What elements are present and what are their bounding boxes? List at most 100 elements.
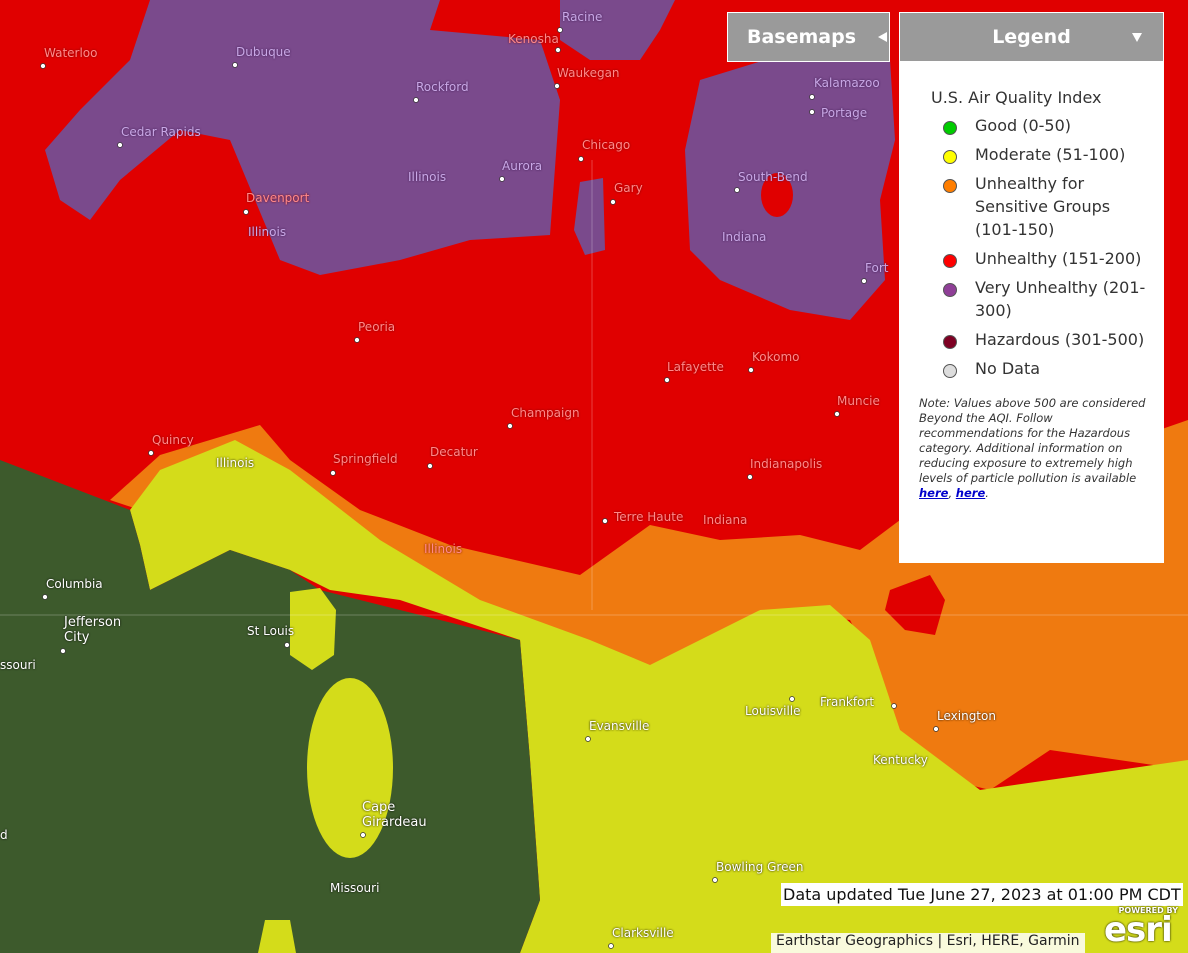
place-label: Columbia <box>46 577 103 591</box>
place-dot <box>413 97 419 103</box>
place-label: Fort <box>865 261 889 275</box>
place-label: Davenport <box>246 191 310 205</box>
place-label: Aurora <box>502 159 543 173</box>
place-label: Kalamazoo <box>814 76 880 90</box>
unhealthy-area <box>761 173 793 217</box>
basemaps-label: Basemaps <box>747 26 857 48</box>
place-label: Cedar Rapids <box>121 125 201 139</box>
legend-swatch <box>943 179 957 193</box>
place-label: Chicago <box>582 138 631 152</box>
place-label: Illinois <box>248 225 287 239</box>
collapse-icon <box>878 32 888 42</box>
place-dot <box>809 109 815 115</box>
legend-item-label: No Data <box>975 359 1041 378</box>
place-dot <box>747 474 753 480</box>
place-label: ssouri <box>0 658 36 672</box>
place-dot <box>330 470 336 476</box>
place-label: Missouri <box>330 881 380 895</box>
place-label: Kentucky <box>873 753 928 767</box>
place-label: South-Bend <box>738 170 808 184</box>
note-link[interactable]: here <box>919 486 949 500</box>
legend-item-label: Very Unhealthy (201-300) <box>975 278 1146 320</box>
legend-item-label: Good (0-50) <box>975 116 1072 135</box>
place-dot <box>578 156 584 162</box>
legend-note: Note: Values above 500 are considered Be… <box>919 396 1146 501</box>
place-label: Lexington <box>937 709 996 723</box>
place-dot <box>712 877 718 883</box>
legend-item-label: Moderate (51-100) <box>975 145 1126 164</box>
note-text: Note: Values above 500 are considered Be… <box>919 396 1146 485</box>
very-unhealthy-area <box>685 40 895 320</box>
place-label: Decatur <box>430 445 478 459</box>
moderate-area <box>290 588 336 670</box>
place-label: Kokomo <box>752 350 800 364</box>
place-label: Racine <box>562 10 603 24</box>
attribution: Earthstar Geographics | Esri, HERE, Garm… <box>771 933 1085 953</box>
legend-item: Moderate (51-100) <box>943 145 1146 166</box>
esri-logo: POWERED BY esri <box>1104 906 1178 947</box>
place-label: Terre Haute <box>614 510 684 524</box>
legend-swatch <box>943 283 957 297</box>
place-dot <box>554 83 560 89</box>
place-label: Clarksville <box>612 926 674 940</box>
legend-item: Unhealthy (151-200) <box>943 249 1146 270</box>
place-label: Louisville <box>745 704 801 718</box>
moderate-area <box>307 678 393 858</box>
legend-panel: U.S. Air Quality Index Good (0-50) Modera… <box>899 62 1164 563</box>
place-dot <box>557 27 563 33</box>
place-label: Illinois <box>424 542 463 556</box>
basemaps-button[interactable]: Basemaps <box>727 12 890 62</box>
place-label: Cape Girardeau <box>362 800 427 830</box>
place-label: Bowling Green <box>716 860 804 874</box>
place-dot <box>232 62 238 68</box>
note-separator: , <box>948 486 953 500</box>
place-label: Jefferson City <box>64 615 122 645</box>
usg-area <box>110 420 1188 790</box>
data-updated: Data updated Tue June 27, 2023 at 01:00 … <box>781 883 1183 906</box>
legend-item-label: Unhealthy for Sensitive Groups (101-150) <box>975 174 1111 239</box>
place-label: Indiana <box>703 513 748 527</box>
place-label: Dubuque <box>236 45 291 59</box>
place-dot <box>789 696 795 702</box>
very-unhealthy-area <box>560 0 675 60</box>
place-label: Illinois <box>408 170 447 184</box>
moderate-area <box>130 440 1188 953</box>
legend-title: U.S. Air Quality Index <box>931 88 1102 107</box>
legend-item: Good (0-50) <box>943 116 1146 137</box>
place-label: Gary <box>614 181 643 195</box>
place-label: Quincy <box>152 433 194 447</box>
legend-item: Unhealthy for Sensitive Groups (101-150) <box>943 174 1146 241</box>
place-dot <box>555 47 561 53</box>
place-label: Springfield <box>333 452 398 466</box>
very-unhealthy-area <box>45 0 560 275</box>
legend-swatch <box>943 121 957 135</box>
legend-item-label: Hazardous (301-500) <box>975 330 1145 349</box>
place-label: Waterloo <box>44 46 98 60</box>
place-label: d <box>0 828 8 842</box>
place-dot <box>610 199 616 205</box>
note-end: . <box>985 486 989 500</box>
note-link[interactable]: here <box>955 486 986 500</box>
place-dot <box>427 463 433 469</box>
legend-swatch <box>943 364 957 378</box>
legend-label: Legend <box>992 26 1071 48</box>
place-dot <box>499 176 505 182</box>
place-dot <box>40 63 46 69</box>
legend-button[interactable]: Legend <box>899 12 1164 62</box>
satellite-area <box>0 460 540 953</box>
place-label: Champaign <box>511 406 580 420</box>
place-label: Lafayette <box>667 360 724 374</box>
place-dot <box>809 94 815 100</box>
place-dot <box>148 450 154 456</box>
legend-swatch <box>943 335 957 349</box>
legend-swatch <box>943 254 957 268</box>
place-label: Rockford <box>416 80 469 94</box>
place-dot <box>60 648 66 654</box>
place-dot <box>734 187 740 193</box>
place-dot <box>602 518 608 524</box>
place-label: Peoria <box>358 320 396 334</box>
place-dot <box>891 703 897 709</box>
logo-tagline: POWERED BY <box>1118 906 1178 915</box>
place-label: Illinois <box>216 456 255 470</box>
